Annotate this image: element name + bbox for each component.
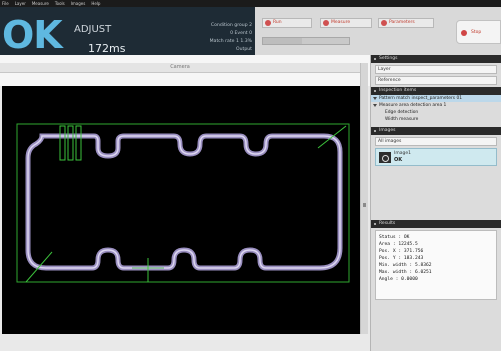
result-line: Pos. X : 371.756 xyxy=(379,249,424,254)
menu-file[interactable]: File xyxy=(2,0,9,6)
thumbnail-name: Image1 xyxy=(394,151,411,156)
tree-item[interactable]: Measure area detection area 1 xyxy=(371,102,501,109)
camera-view[interactable] xyxy=(2,86,360,334)
expand-triangle-icon xyxy=(373,97,377,100)
mode-label: ADJUST xyxy=(74,24,112,35)
inspection-image xyxy=(2,86,360,334)
result-line: Angle : 0.0000 xyxy=(379,277,418,282)
edge-detection-line xyxy=(27,135,341,269)
image-background xyxy=(2,86,360,334)
menu-images[interactable]: Images xyxy=(70,0,86,6)
reference-field[interactable]: Reference xyxy=(375,76,497,85)
measure-button[interactable]: Measure xyxy=(320,18,372,28)
stop-button[interactable]: Stop xyxy=(456,20,501,44)
results-panel-header: Results xyxy=(371,220,501,228)
run-button[interactable]: Run xyxy=(262,18,312,28)
results-list: Status : OK Area : 12245.5 Pos. X : 371.… xyxy=(375,230,497,300)
view-ruler: Camera xyxy=(0,63,360,73)
parameters-button[interactable]: Parameters xyxy=(378,18,434,28)
expand-triangle-icon xyxy=(373,104,377,107)
measure-window xyxy=(75,125,82,161)
image-thumbnail[interactable]: Image1 OK xyxy=(375,148,497,166)
result-line: Area : 12245.5 xyxy=(379,242,418,247)
parameters-icon xyxy=(381,20,387,26)
result-line: Pos. Y : 183.243 xyxy=(379,256,424,261)
result-line: Status : OK xyxy=(379,235,410,240)
info-line: Output xyxy=(236,47,252,52)
tree-item[interactable]: Edge detection xyxy=(385,110,419,115)
settings-panel-header: Settings xyxy=(371,55,501,63)
images-panel-header: Images xyxy=(371,127,501,135)
menu-bar: File Layer Measure Tools Images Help xyxy=(0,0,501,7)
stop-icon xyxy=(461,30,467,36)
menu-measure[interactable]: Measure xyxy=(31,0,49,6)
right-panel: Settings Layer Reference Inspection item… xyxy=(370,55,501,351)
layer-field[interactable]: Layer xyxy=(375,65,497,74)
menu-layer[interactable]: Layer xyxy=(14,0,26,6)
scene-info: Condition group 2 0 Event 0 Match rate 1… xyxy=(180,22,252,54)
thumbnail-status: OK xyxy=(394,157,403,163)
corner-marker xyxy=(317,125,347,149)
menu-help[interactable]: Help xyxy=(91,0,101,6)
tree-panel-header: Inspection items xyxy=(371,87,501,95)
progress-fill xyxy=(263,38,302,44)
info-line: Match rate 1 1.3% xyxy=(209,39,252,44)
menu-tools[interactable]: Tools xyxy=(54,0,65,6)
view-scrollbar[interactable] xyxy=(360,63,368,351)
processing-time: 172ms xyxy=(88,42,126,55)
view-footer xyxy=(0,334,370,351)
result-line: Min. width : 5.8362 xyxy=(379,263,432,268)
tree-item[interactable]: Pattern match inspect_parameters 01 xyxy=(371,95,501,102)
judgement-status: OK xyxy=(2,13,63,57)
run-icon xyxy=(265,20,271,26)
info-line: 0 Event 0 xyxy=(230,31,252,36)
corner-marker xyxy=(25,251,53,283)
progress-bar xyxy=(262,37,350,45)
measure-icon xyxy=(323,20,329,26)
info-line: Condition group 2 xyxy=(210,23,252,28)
view-title: Camera xyxy=(170,64,190,70)
measure-window xyxy=(67,125,74,161)
camera-icon xyxy=(379,152,391,163)
measure-window xyxy=(59,125,66,161)
search-region xyxy=(16,123,350,283)
result-line: Max. width : 6.0251 xyxy=(379,270,432,275)
image-filter-tab[interactable]: All images xyxy=(375,137,497,146)
scroll-grip-icon xyxy=(363,203,366,207)
tree-item[interactable]: Width measure xyxy=(385,117,419,122)
